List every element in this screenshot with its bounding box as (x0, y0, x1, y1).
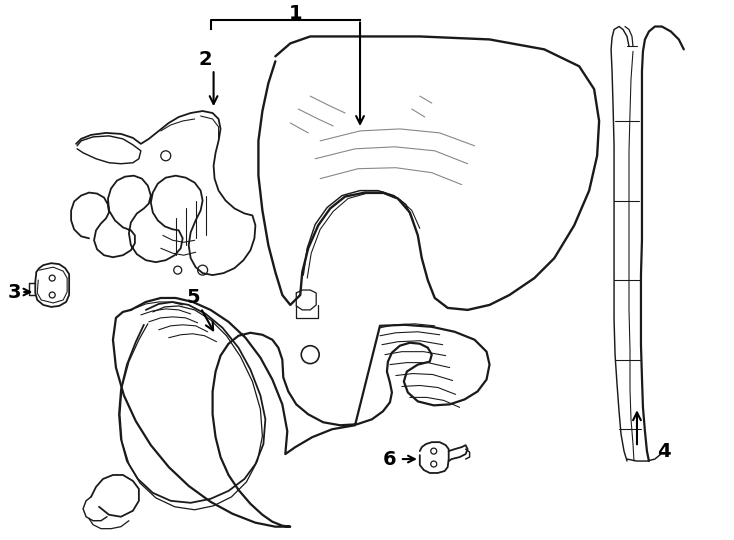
Text: 6: 6 (383, 450, 396, 469)
Text: 1: 1 (288, 4, 302, 23)
Text: 5: 5 (187, 288, 200, 307)
Text: 4: 4 (657, 442, 671, 461)
Text: 2: 2 (199, 50, 212, 69)
Text: 3: 3 (7, 282, 21, 301)
